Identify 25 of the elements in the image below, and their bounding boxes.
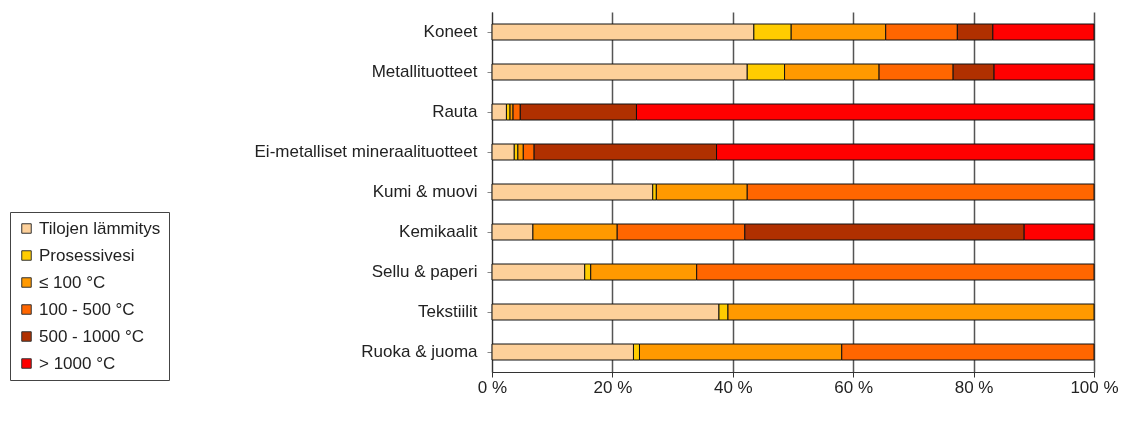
- legend-label: Prosessivesi: [39, 245, 135, 265]
- legend-label: Tilojen lämmitys: [39, 218, 161, 238]
- x-tick-label: 40 %: [713, 377, 753, 397]
- y-tick-label: Kumi & muovi: [372, 182, 478, 201]
- y-tick-label: Ei-metalliset mineraalituotteet: [254, 142, 478, 161]
- bar: [491, 143, 515, 161]
- bar: [491, 183, 654, 201]
- x-tick-label: 80 %: [954, 377, 994, 397]
- x-tick-label: 100 %: [1070, 377, 1119, 397]
- x-tick-label: 20 %: [593, 377, 633, 397]
- x-tick-label: 60 %: [834, 377, 874, 397]
- legend-label: ≤ 100 °C: [39, 272, 106, 292]
- y-tick-label: Rauta: [432, 102, 479, 121]
- y-tick-label: Sellu & paperi: [371, 262, 478, 281]
- y-tick-label: Metallituotteet: [371, 62, 478, 81]
- legend-label: 500 - 1000 °C: [39, 326, 145, 346]
- y-tick-label: Ruoka & juoma: [361, 342, 479, 361]
- bar: [491, 263, 586, 281]
- y-tick-label: Kemikaalit: [399, 222, 478, 241]
- y-tick-label: Tekstiilit: [417, 302, 478, 321]
- y-tick-label: Koneet: [423, 22, 478, 41]
- x-tick-label: 0 %: [477, 377, 508, 397]
- legend-label: 100 - 500 °C: [39, 299, 135, 319]
- legend-label: > 1000 °C: [39, 353, 116, 373]
- bar: [491, 103, 507, 121]
